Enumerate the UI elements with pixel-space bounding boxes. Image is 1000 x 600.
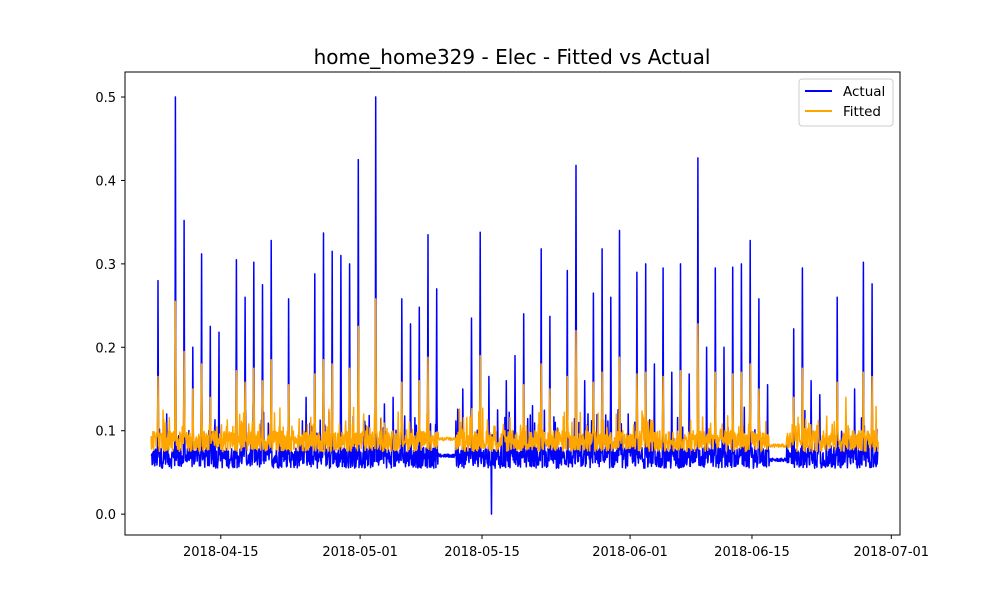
x-tick-label: 2018-05-15 <box>444 545 520 560</box>
plot-area <box>124 71 901 536</box>
chart-title: home_home329 - Elec - Fitted vs Actual <box>314 45 711 69</box>
plot-frame <box>124 71 901 536</box>
legend-label-fitted: Fitted <box>843 104 881 120</box>
y-axis: 0.0 0.1 0.2 0.3 0.4 0.5 <box>95 91 125 523</box>
y-tick-label: 0.3 <box>95 258 116 273</box>
x-axis: 2018-04-15 2018-05-01 2018-05-15 2018-06-01… <box>183 535 929 560</box>
y-tick-label: 0.0 <box>95 508 116 523</box>
series-line-actual <box>150 96 879 515</box>
x-tick-label: 2018-06-01 <box>592 545 668 560</box>
legend: Actual Fitted <box>798 78 894 127</box>
y-tick-label: 0.4 <box>95 174 116 189</box>
x-tick-label: 2018-05-01 <box>322 545 398 560</box>
x-tick-label: 2018-06-15 <box>714 545 790 560</box>
legend-label-actual: Actual <box>843 84 885 100</box>
series-layer <box>150 96 879 515</box>
y-tick-label: 0.1 <box>95 425 116 440</box>
x-tick-label: 2018-04-15 <box>183 545 259 560</box>
series-line-fitted <box>150 298 879 453</box>
x-tick-label: 2018-07-01 <box>854 545 930 560</box>
y-tick-label: 0.2 <box>95 341 116 356</box>
y-tick-label: 0.5 <box>95 91 116 106</box>
